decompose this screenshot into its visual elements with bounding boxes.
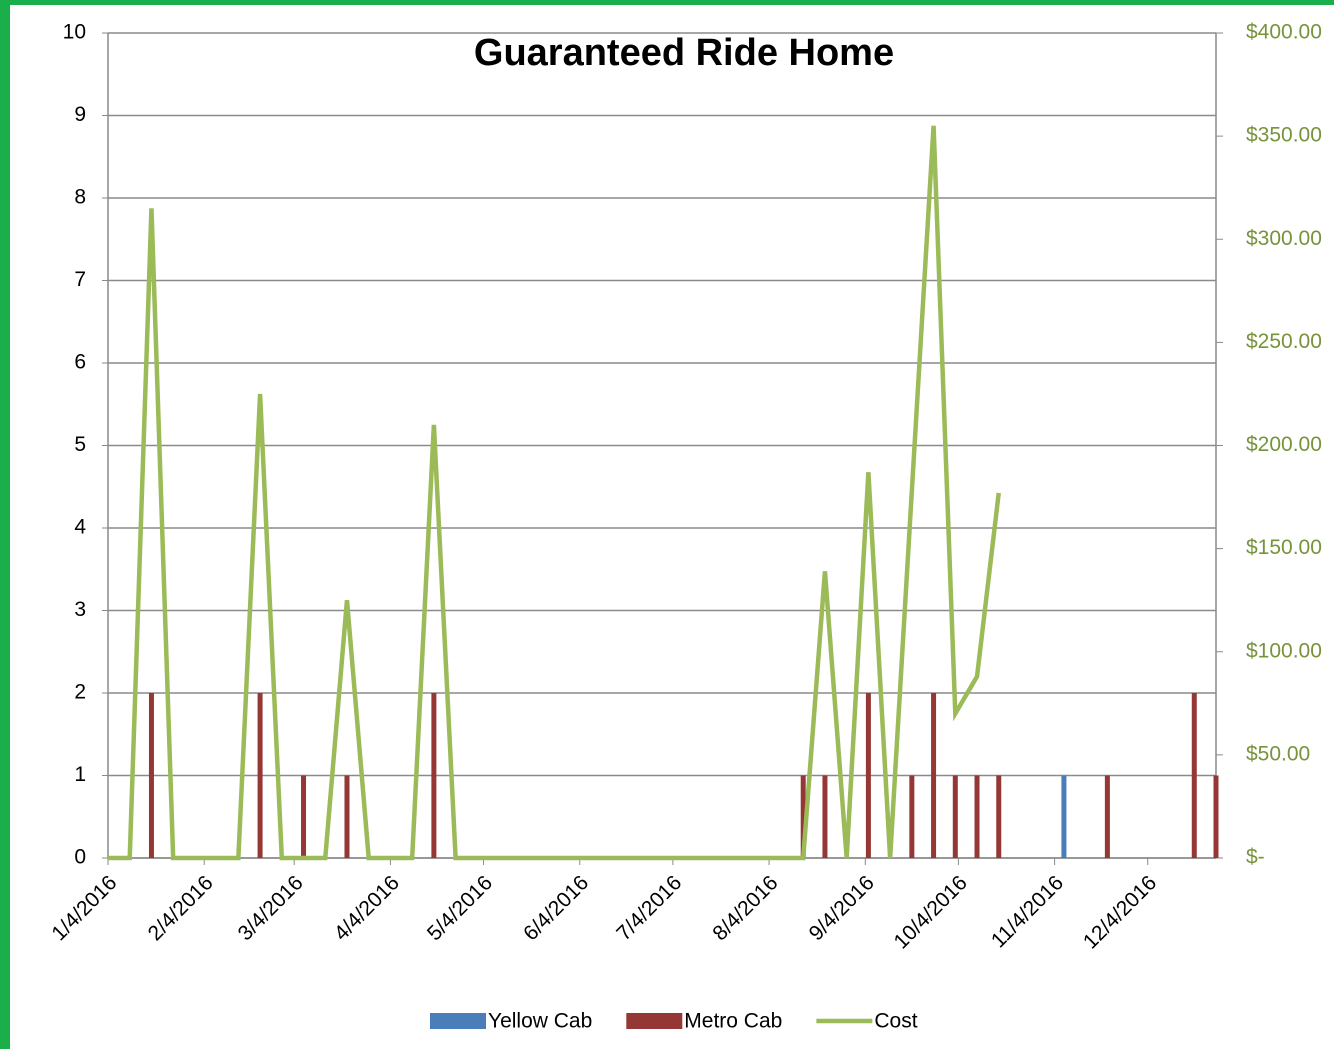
x-tick-label: 10/4/2016 bbox=[890, 871, 972, 953]
y2-tick-label: $150.00 bbox=[1246, 536, 1322, 559]
bar bbox=[800, 775, 806, 858]
y2-tick-label: $250.00 bbox=[1246, 330, 1322, 353]
bar bbox=[909, 775, 915, 858]
x-tick-label: 3/4/2016 bbox=[234, 871, 308, 945]
y-tick-label: 8 bbox=[74, 186, 86, 209]
bar bbox=[344, 775, 350, 858]
bar bbox=[257, 693, 263, 858]
legend-swatch bbox=[626, 1013, 683, 1029]
legend-label: Metro Cab bbox=[684, 1010, 782, 1033]
x-tick-label: 7/4/2016 bbox=[612, 871, 686, 945]
chart-title: Guaranteed Ride Home bbox=[474, 32, 894, 74]
bar bbox=[1213, 775, 1219, 858]
y-tick-label: 0 bbox=[74, 846, 86, 869]
bar bbox=[301, 775, 307, 858]
bar bbox=[931, 693, 937, 858]
line bbox=[108, 125, 1001, 861]
chart: Guaranteed Ride Home 0 1 2 3 4 5 6 7 8 9 10 $- $50.0… bbox=[10, 5, 1334, 1049]
bar bbox=[974, 775, 980, 858]
x-tick-label: 8/4/2016 bbox=[708, 871, 782, 945]
legend-label: Cost bbox=[874, 1010, 917, 1033]
y-tick-label: 10 bbox=[63, 21, 86, 44]
y2-tick-label: $100.00 bbox=[1246, 639, 1322, 662]
y-tick-label: 4 bbox=[74, 516, 86, 539]
x-tick-label: 6/4/2016 bbox=[519, 871, 593, 945]
bar bbox=[822, 775, 828, 858]
y2-tick-label: $200.00 bbox=[1246, 433, 1322, 456]
y-tick-label: 9 bbox=[74, 103, 86, 126]
legend-swatch bbox=[430, 1013, 486, 1029]
x-tick-label: 5/4/2016 bbox=[423, 871, 497, 945]
y-tick-label: 1 bbox=[74, 763, 86, 786]
y2-tick-label: $300.00 bbox=[1246, 227, 1322, 250]
y-tick-label: 7 bbox=[74, 268, 86, 291]
y2-tick-label: $50.00 bbox=[1246, 742, 1310, 765]
bar bbox=[1104, 775, 1110, 858]
y-tick-label: 2 bbox=[74, 681, 86, 704]
bar bbox=[1191, 693, 1197, 858]
bar bbox=[431, 693, 437, 858]
legend-label: Yellow Cab bbox=[488, 1010, 592, 1033]
x-tick-label: 12/4/2016 bbox=[1079, 871, 1161, 953]
x-tick-label: 4/4/2016 bbox=[330, 871, 404, 945]
y2-tick-label: $- bbox=[1246, 846, 1265, 869]
y2-tick-label: $350.00 bbox=[1246, 124, 1322, 147]
y-tick-label: 3 bbox=[74, 598, 86, 621]
bar bbox=[148, 693, 154, 858]
bar bbox=[865, 693, 871, 858]
x-tick-label: 9/4/2016 bbox=[805, 871, 879, 945]
y2-tick-label: $400.00 bbox=[1246, 21, 1322, 44]
bar bbox=[1061, 775, 1067, 858]
x-tick-label: 2/4/2016 bbox=[144, 871, 218, 945]
y-tick-label: 6 bbox=[74, 351, 86, 374]
x-tick-label: 1/4/2016 bbox=[47, 871, 121, 945]
bar bbox=[952, 775, 958, 858]
bar bbox=[996, 775, 1002, 858]
y-tick-label: 5 bbox=[74, 433, 86, 456]
x-tick-label: 11/4/2016 bbox=[987, 871, 1068, 952]
